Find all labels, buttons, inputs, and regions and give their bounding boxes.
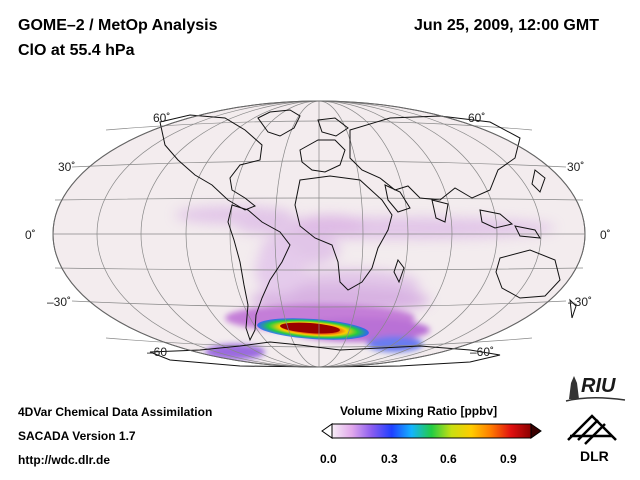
colorbar-title: Volume Mixing Ratio [ppbv] bbox=[340, 404, 498, 418]
dlr-logo-mark bbox=[567, 414, 617, 445]
lat-label-left-30: 30˚ bbox=[58, 160, 76, 174]
colorbar-scale bbox=[331, 423, 532, 439]
riu-logo-text: RIU bbox=[581, 375, 616, 397]
colorbar-tick-0: 0.0 bbox=[320, 452, 337, 466]
footer-line-url: http://wdc.dlr.de bbox=[18, 453, 110, 467]
lat-label-left-m30: –30˚ bbox=[47, 295, 72, 309]
lat-label-left-60: 60˚ bbox=[153, 111, 171, 125]
lat-label-right-m60: –60˚ bbox=[470, 345, 495, 359]
lat-label-right-m30: –30˚ bbox=[568, 295, 593, 309]
footer-line-assimilation: 4DVar Chemical Data Assimilation bbox=[18, 405, 213, 419]
colorbar-under-arrow bbox=[321, 423, 333, 439]
dlr-logo-text: DLR bbox=[580, 448, 609, 464]
lat-label-left-m60: –60 bbox=[147, 345, 168, 359]
lat-label-right-0: 0˚ bbox=[600, 228, 611, 242]
footer-line-version: SACADA Version 1.7 bbox=[18, 429, 136, 443]
lat-label-left-0: 0˚ bbox=[25, 228, 36, 242]
colorbar-over-arrow bbox=[530, 423, 542, 439]
riu-logo bbox=[565, 376, 626, 402]
map-title: GOME–2 / MetOp Analysis bbox=[18, 17, 218, 34]
lat-label-right-60: 60˚ bbox=[468, 111, 486, 125]
map-subtitle: ClO at 55.4 hPa bbox=[18, 42, 135, 59]
colorbar-tick-2: 0.6 bbox=[440, 452, 457, 466]
colorbar-tick-1: 0.3 bbox=[381, 452, 398, 466]
map-datetime: Jun 25, 2009, 12:00 GMT bbox=[414, 17, 599, 34]
coastlines bbox=[149, 109, 577, 368]
colorbar bbox=[321, 423, 542, 439]
colorbar-tick-3: 0.9 bbox=[500, 452, 517, 466]
lat-label-right-30: 30˚ bbox=[567, 160, 585, 174]
